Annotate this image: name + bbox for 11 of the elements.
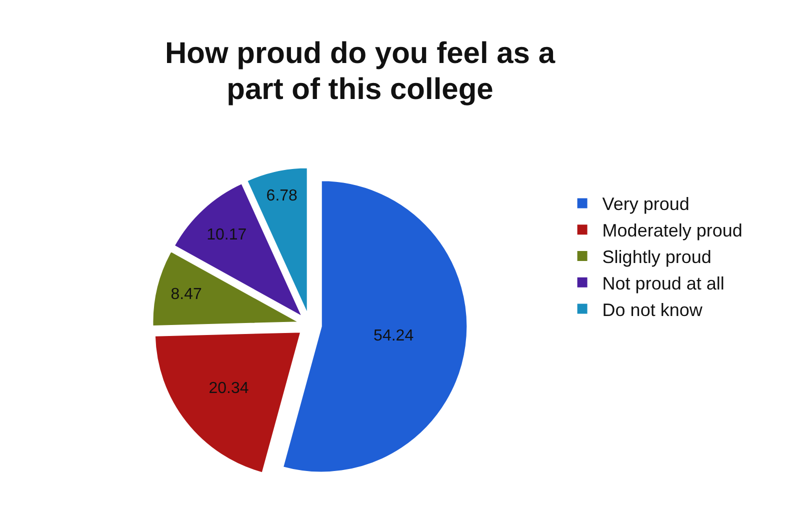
data-label: 6.78	[266, 187, 298, 204]
legend-label: Not proud at all	[602, 273, 724, 294]
data-label: 54.24	[374, 328, 414, 345]
legend-label: Moderately proud	[602, 220, 742, 241]
data-label: 10.17	[206, 226, 247, 244]
chart-title: How proud do you feel as a part of this college	[164, 36, 556, 108]
data-label: 8.47	[170, 286, 202, 304]
legend-label: Do not know	[602, 300, 704, 320]
data-label: 20.34	[208, 380, 249, 397]
legend-label: Slightly proud	[602, 247, 712, 268]
legend-label: Very proud	[602, 194, 690, 214]
